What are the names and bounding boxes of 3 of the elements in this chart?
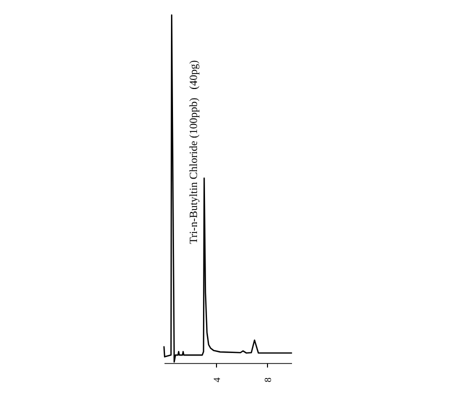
annotation: Tri-n-Butyltin Chloride (100ppb) (40pg) <box>188 60 200 244</box>
x-tick-label: 8 <box>264 377 274 382</box>
x-tick-label: 4 <box>212 377 223 382</box>
